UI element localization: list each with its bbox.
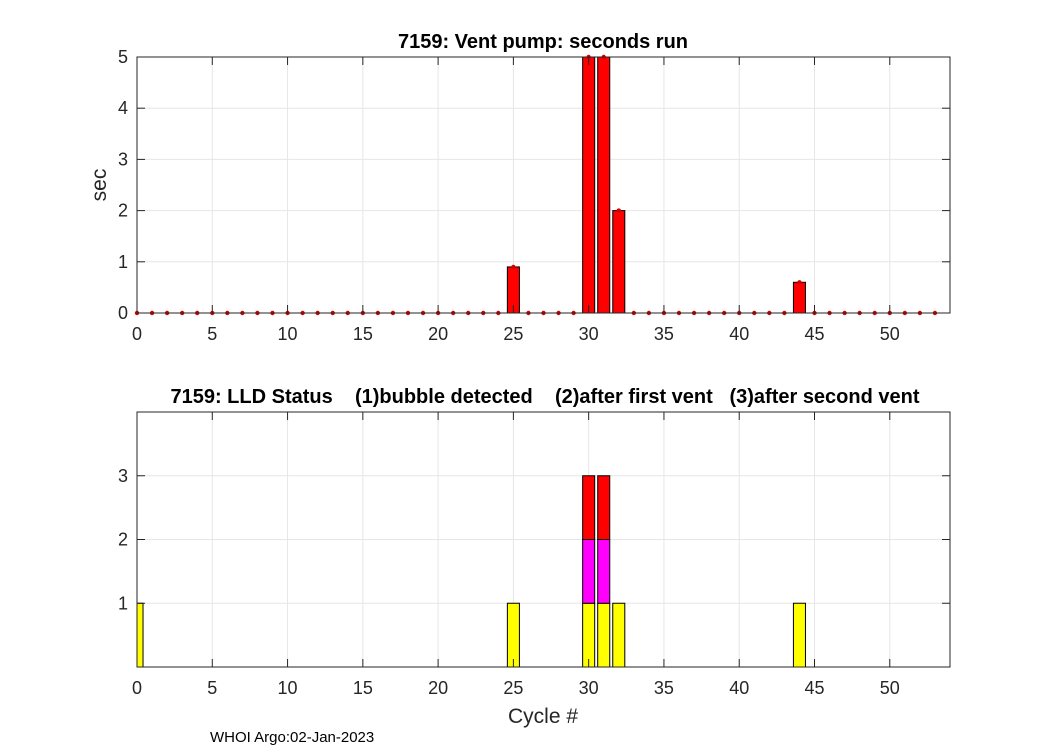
x-tick-label: 20 — [428, 678, 448, 698]
footer-text: WHOI Argo:02-Jan-2023 — [210, 729, 374, 746]
x-tick-label: 10 — [278, 678, 298, 698]
y-tick-label: 0 — [118, 303, 128, 323]
x-tick-label: 50 — [880, 678, 900, 698]
y-tick-label: 2 — [118, 201, 128, 221]
lld-status-chart: 0 5 10 15 20 25 30 35 40 45 50 1 2 3 7159: LLD Status… — [118, 386, 951, 728]
y-tick-label: 3 — [118, 149, 128, 169]
y-tick-label: 1 — [118, 593, 128, 613]
axes-box — [136, 56, 951, 314]
x-tick-label: 40 — [729, 678, 749, 698]
y-tick-label: 4 — [118, 98, 128, 118]
lld-second-vent-bar — [582, 475, 596, 540]
x-tick-label: 10 — [278, 324, 298, 344]
x-tick-label: 5 — [207, 678, 217, 698]
x-tick-label: 40 — [729, 324, 749, 344]
x-tick-label: 30 — [579, 678, 599, 698]
y-tick-label: 3 — [118, 466, 128, 486]
lld-first-vent-bar — [597, 539, 611, 604]
x-tick-label: 15 — [353, 678, 373, 698]
lld-status-x-axis-label: Cycle # — [508, 705, 578, 728]
vent-pump-chart-title: 7159: Vent pump: seconds run — [398, 31, 688, 53]
lld-second-vent-bar — [597, 475, 611, 540]
lld-bubble-bar — [582, 602, 596, 668]
x-tick-label: 30 — [579, 324, 599, 344]
x-tick-label: 35 — [654, 324, 674, 344]
vent-pump-marker — [797, 280, 802, 285]
vent-pump-bar — [582, 56, 596, 314]
lld-bubble-bar — [792, 602, 806, 668]
x-tick-label: 0 — [132, 324, 142, 344]
y-tick-label: 1 — [118, 252, 128, 272]
x-tick-label: 25 — [503, 324, 523, 344]
x-tick-label: 50 — [880, 324, 900, 344]
vent-pump-y-axis-label: sec — [88, 169, 111, 202]
vent-pump-marker — [616, 208, 621, 213]
x-tick-label: 15 — [353, 324, 373, 344]
lld-status-chart-title: 7159: LLD Status (1)bubble detected (2)a… — [170, 386, 919, 408]
y-tick-label: 2 — [118, 530, 128, 550]
vent-pump-bar — [612, 210, 626, 314]
lld-bubble-bar — [612, 602, 626, 668]
x-tick-label: 45 — [804, 324, 824, 344]
vent-pump-bar — [792, 281, 806, 314]
x-tick-label: 5 — [207, 324, 217, 344]
x-tick-label: 0 — [132, 678, 142, 698]
lld-bubble-bar — [506, 602, 520, 668]
lld-first-vent-bar — [582, 539, 596, 604]
lld-bubble-bar — [597, 602, 611, 668]
x-tick-label: 45 — [804, 678, 824, 698]
vent-pump-bar — [597, 56, 611, 314]
vent-pump-marker — [511, 264, 516, 270]
x-tick-label: 20 — [428, 324, 448, 344]
x-tick-label: 25 — [503, 678, 523, 698]
lld-bubble-bar — [136, 602, 144, 668]
axes-box — [136, 411, 951, 668]
y-tick-label: 5 — [118, 47, 128, 67]
x-tick-label: 35 — [654, 678, 674, 698]
